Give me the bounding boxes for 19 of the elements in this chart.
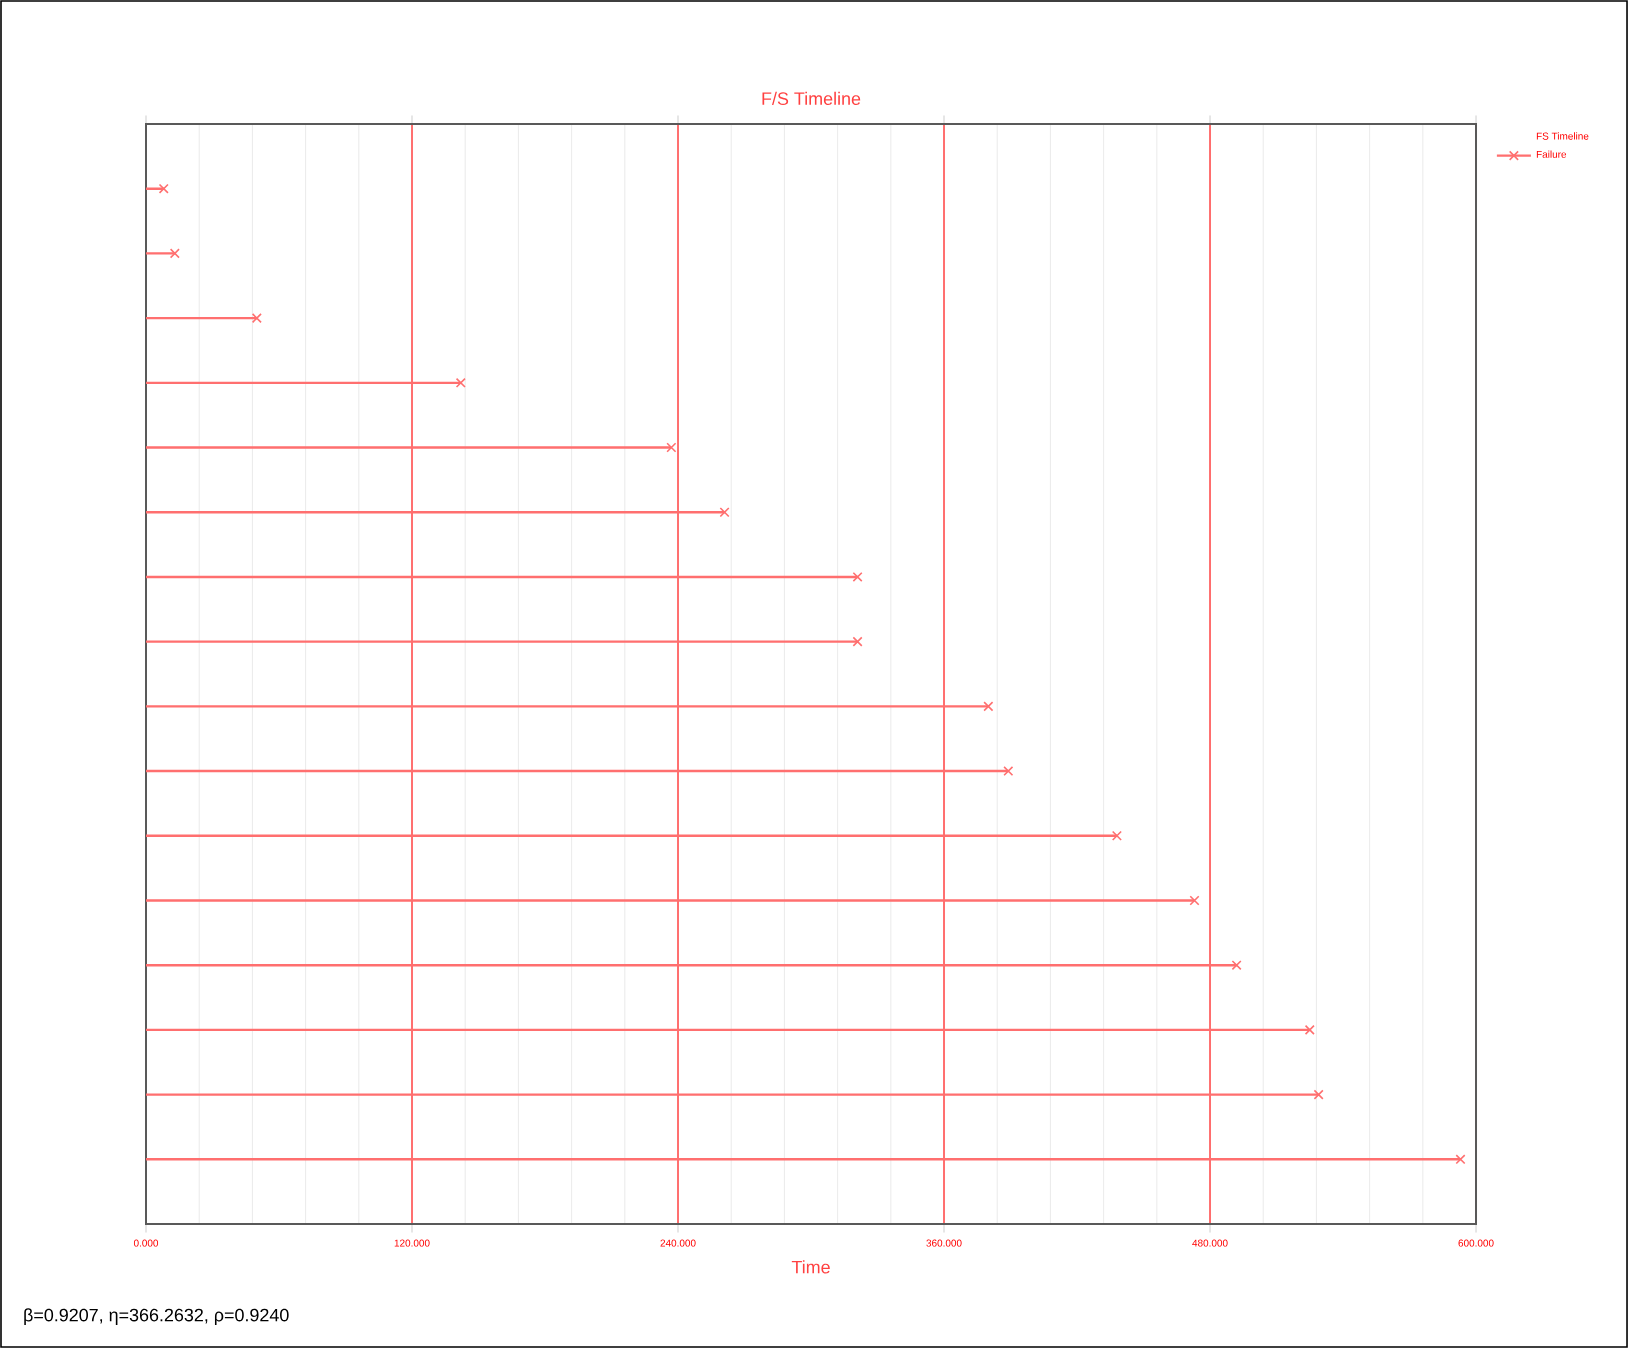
point — [1189, 895, 1200, 906]
point — [1231, 960, 1242, 971]
point — [158, 183, 169, 194]
point — [983, 701, 994, 712]
chart-title: F/S Timeline — [762, 91, 861, 106]
point — [1111, 830, 1122, 841]
point — [1003, 766, 1014, 777]
point — [169, 248, 180, 259]
point — [666, 442, 677, 453]
point — [1455, 1154, 1466, 1165]
point — [852, 636, 863, 647]
point — [455, 377, 466, 388]
point — [251, 313, 262, 324]
point — [1313, 1089, 1324, 1100]
x-axis-title: Time — [791, 1260, 830, 1274]
point — [719, 507, 730, 518]
text: β=0.9207, η=366.2632, ρ=0.9240 — [24, 1308, 289, 1325]
point — [1304, 1024, 1315, 1035]
point — [852, 571, 863, 582]
